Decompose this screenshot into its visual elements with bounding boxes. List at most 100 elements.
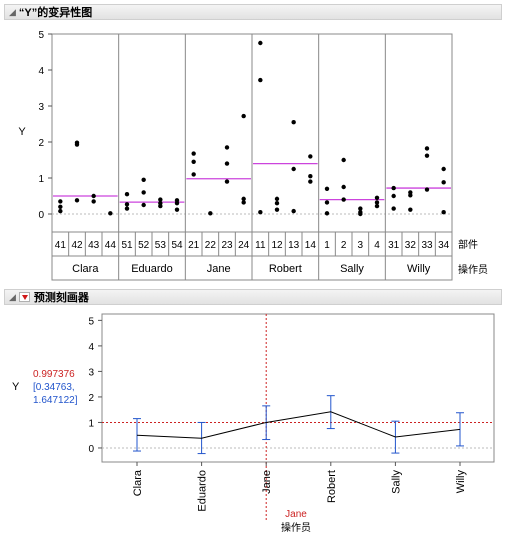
operator-label: Robert xyxy=(269,263,302,275)
part-label: 13 xyxy=(288,240,300,251)
data-point xyxy=(124,206,130,211)
disclosure-triangle-icon[interactable]: ◢ xyxy=(9,6,16,17)
data-point xyxy=(191,159,196,164)
data-point xyxy=(141,190,146,195)
operator-label: Sally xyxy=(340,263,364,275)
data-point xyxy=(441,166,446,172)
part-label: 21 xyxy=(188,240,200,251)
x-tick-label: Robert xyxy=(326,470,338,503)
y-tick-label: 3 xyxy=(38,102,44,113)
data-point xyxy=(341,157,346,163)
data-point xyxy=(174,207,180,212)
data-point xyxy=(291,166,296,172)
operator-label: Willy xyxy=(407,263,431,275)
data-point xyxy=(124,192,130,197)
data-point xyxy=(141,202,146,208)
data-point xyxy=(224,145,230,150)
x-tick-label: Sally xyxy=(390,470,402,494)
part-label: 22 xyxy=(205,240,217,251)
data-point xyxy=(91,199,96,204)
variability-chart-header[interactable]: ◢ “Y”的变异性图 xyxy=(4,4,502,20)
data-point xyxy=(374,195,380,200)
data-point xyxy=(341,184,346,190)
data-point xyxy=(158,203,163,209)
data-point xyxy=(141,177,146,182)
part-label: 1 xyxy=(324,240,330,251)
prediction-profiler-header[interactable]: ◢ 预测刻画器 xyxy=(4,289,502,305)
prediction-profiler: 5 4 3 2 1 0 Clara Eduardo Jane Robert Sally Willy Y 0… xyxy=(12,313,495,534)
y-tick-label: 4 xyxy=(88,342,94,353)
data-point xyxy=(124,202,130,207)
y-tick-label: 5 xyxy=(38,30,44,41)
part-label: 51 xyxy=(121,240,133,251)
part-label: 41 xyxy=(55,240,67,251)
confidence-interval-high: 1.647122] xyxy=(33,395,78,406)
data-point xyxy=(224,161,230,166)
data-point xyxy=(341,197,346,202)
data-point xyxy=(258,77,263,83)
part-label: 23 xyxy=(221,240,233,251)
data-point xyxy=(108,211,113,216)
data-point xyxy=(441,180,446,185)
y-tick-label: 2 xyxy=(88,393,94,404)
data-point xyxy=(358,211,363,217)
profile-trace xyxy=(136,411,461,439)
data-point xyxy=(258,40,263,46)
part-label: 14 xyxy=(305,240,317,251)
data-point xyxy=(74,142,80,147)
data-point xyxy=(391,206,396,211)
profiler-frame[interactable] xyxy=(101,313,495,463)
part-label: 11 xyxy=(255,240,266,251)
data-point xyxy=(58,208,63,214)
part-label: 24 xyxy=(238,240,250,251)
data-point xyxy=(391,193,396,199)
y-tick-label: 1 xyxy=(38,174,44,185)
data-point xyxy=(58,199,63,204)
y-axis-label: Y xyxy=(12,381,20,393)
confidence-interval-low: [0.34763, xyxy=(33,382,75,393)
disclosure-triangle-icon[interactable]: ◢ xyxy=(9,291,16,302)
x-axis-label: 操作员 xyxy=(281,521,311,534)
data-point xyxy=(324,211,330,216)
operator-label: Clara xyxy=(72,263,99,275)
data-point xyxy=(408,193,413,198)
part-label: 43 xyxy=(88,240,100,251)
part-label: 42 xyxy=(71,240,83,251)
part-label: 12 xyxy=(271,240,283,251)
x-tick-label: Jane xyxy=(261,470,273,494)
part-label: 31 xyxy=(388,240,400,251)
part-label: 54 xyxy=(171,240,183,251)
variability-chart-title: “Y”的变异性图 xyxy=(18,7,93,19)
y-tick-label: 1 xyxy=(88,418,94,429)
data-point xyxy=(308,154,313,159)
part-axis-header: 部件 xyxy=(458,238,478,251)
data-point xyxy=(291,120,296,125)
y-tick-label: 0 xyxy=(38,210,44,221)
operator-axis-header: 操作员 xyxy=(458,263,488,276)
data-point xyxy=(308,179,313,184)
data-point xyxy=(274,201,280,206)
red-triangle-menu-icon[interactable] xyxy=(18,292,30,302)
current-x-value[interactable]: Jane xyxy=(285,509,307,520)
data-point xyxy=(408,207,413,212)
data-point xyxy=(191,172,196,177)
data-point xyxy=(191,151,196,156)
data-point xyxy=(258,210,263,215)
data-point xyxy=(91,193,96,199)
prediction-profiler-title: 预测刻画器 xyxy=(33,292,89,304)
part-label: 33 xyxy=(421,240,433,251)
data-point xyxy=(424,146,430,151)
data-point xyxy=(391,185,396,191)
part-label: 44 xyxy=(105,240,117,251)
operator-label: Eduardo xyxy=(131,263,173,275)
data-point xyxy=(274,196,280,202)
part-label: 3 xyxy=(358,240,364,251)
data-point xyxy=(424,187,430,192)
y-tick-label: 5 xyxy=(88,316,94,327)
data-point xyxy=(374,203,380,209)
data-point xyxy=(308,174,313,179)
part-label: 34 xyxy=(438,240,450,251)
data-point xyxy=(274,207,280,212)
y-axis-label: Y xyxy=(18,126,26,138)
